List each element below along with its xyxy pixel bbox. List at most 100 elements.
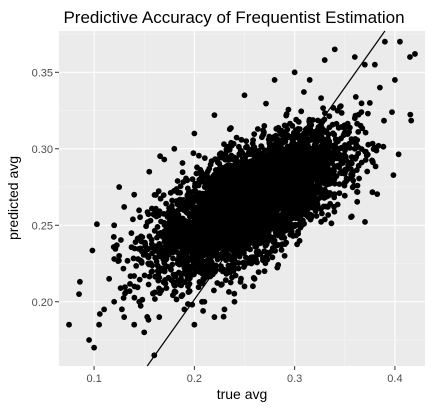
data-point (201, 226, 208, 232)
data-point (243, 254, 249, 261)
data-point (283, 165, 290, 171)
data-point (253, 249, 260, 255)
data-point (270, 176, 277, 183)
data-point (285, 106, 292, 113)
data-point (145, 316, 152, 323)
data-point (185, 198, 191, 205)
data-point (258, 232, 264, 239)
data-point (279, 139, 286, 146)
data-point (303, 185, 310, 192)
data-point (156, 241, 163, 247)
data-point (149, 205, 155, 212)
data-point (327, 173, 333, 179)
data-point (286, 187, 292, 194)
data-point (131, 294, 138, 301)
data-point (407, 111, 414, 118)
data-point (156, 250, 163, 257)
data-point (318, 218, 324, 225)
data-point (131, 273, 138, 279)
data-point (257, 158, 264, 165)
data-point (236, 200, 242, 207)
data-point (289, 171, 296, 178)
data-point (265, 224, 272, 231)
data-point (213, 248, 220, 255)
data-point (313, 213, 320, 219)
data-point (232, 172, 238, 179)
data-point (292, 188, 299, 195)
data-point (211, 196, 218, 203)
data-point (290, 139, 297, 146)
data-point (205, 187, 212, 194)
data-point (188, 256, 194, 262)
data-point (249, 179, 256, 185)
data-point (117, 285, 124, 291)
data-point (209, 261, 216, 268)
data-point (325, 135, 331, 142)
data-point (285, 193, 292, 200)
data-point (155, 188, 162, 195)
data-point (230, 188, 237, 194)
data-point (220, 313, 227, 320)
data-point (162, 277, 169, 283)
data-point (170, 255, 176, 262)
data-point (289, 122, 296, 129)
data-point (122, 284, 128, 290)
data-point (233, 226, 240, 233)
data-point (381, 117, 387, 124)
data-point (189, 176, 196, 183)
data-point (315, 172, 322, 179)
data-point (163, 221, 170, 227)
data-point (354, 137, 361, 143)
data-point (162, 256, 169, 263)
data-point (246, 231, 253, 238)
data-point (122, 290, 128, 297)
data-point (231, 290, 238, 297)
data-point (190, 264, 197, 271)
data-point (338, 135, 344, 142)
data-point (172, 209, 179, 215)
data-point (328, 177, 335, 184)
data-point (264, 249, 271, 256)
data-point (265, 190, 272, 197)
data-point (292, 184, 299, 190)
data-point (186, 275, 193, 282)
data-point (255, 269, 262, 275)
data-point (193, 170, 200, 177)
data-point (356, 175, 362, 182)
data-point (334, 107, 341, 114)
data-point (237, 279, 244, 285)
data-point (346, 140, 352, 147)
data-point (241, 250, 247, 257)
data-point (150, 290, 157, 297)
data-point (194, 164, 200, 171)
data-point (189, 229, 196, 236)
data-point (172, 289, 179, 295)
data-point (170, 243, 177, 250)
data-point (296, 133, 303, 140)
data-point (146, 273, 153, 280)
data-point (178, 275, 184, 282)
data-point (342, 155, 348, 162)
data-point (325, 140, 332, 147)
data-point (265, 160, 272, 167)
data-point (318, 95, 324, 101)
data-point (314, 201, 321, 208)
data-point (194, 204, 200, 211)
data-point (233, 194, 239, 201)
data-point (292, 133, 298, 139)
data-point (218, 252, 225, 259)
data-point (217, 195, 223, 202)
data-point (348, 154, 355, 160)
data-point (152, 296, 158, 302)
data-point (136, 207, 143, 214)
data-point (202, 206, 209, 213)
data-point (152, 273, 159, 280)
data-point (270, 153, 276, 160)
data-point (177, 189, 184, 196)
data-point (299, 138, 306, 145)
data-point (128, 230, 135, 237)
data-point (362, 148, 368, 155)
data-point (215, 231, 222, 238)
data-point (276, 216, 282, 223)
data-point (336, 181, 343, 188)
